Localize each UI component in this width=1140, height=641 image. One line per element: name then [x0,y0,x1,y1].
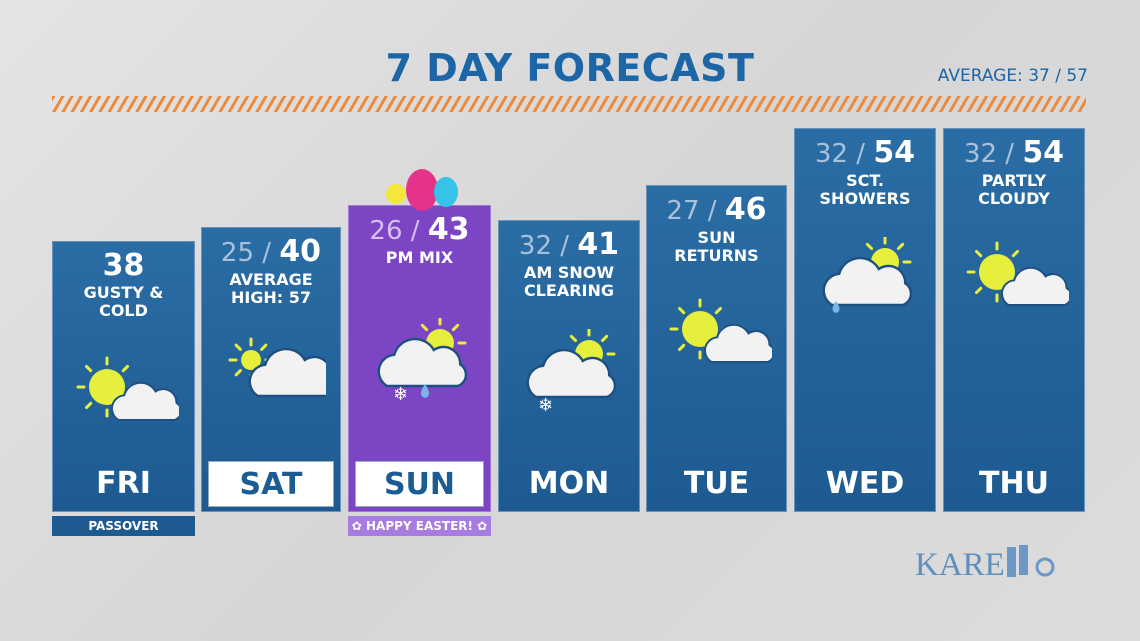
day-label: SUN [355,461,484,507]
temperatures: 27 / 46 [666,192,767,227]
temperatures: 32 / 54 [814,135,916,170]
showers-icon [822,237,913,313]
low-temp: 32 [518,231,553,261]
day-column-tue: 27 / 46 SUN RETURNS TUE [646,185,787,512]
day-column-fri: 38 GUSTY & COLD FRI [52,241,195,512]
day-column-mon: 32 / 41 AM SNOW CLEARING ❄ MON [498,220,640,512]
high-temp: 54 [1022,135,1065,170]
partly-sunny-icon [669,298,772,363]
low-temp: 27 [666,196,700,226]
high-temp: 43 [427,212,470,247]
average-temps: AVERAGE: 37 / 57 [937,66,1088,86]
forecast-description: AVERAGE HIGH: 57 [229,270,313,307]
day-label: WED [825,466,905,501]
day-column-wed: 32 / 54 SCT. SHOWERS WED [794,128,936,512]
low-temp: 26 [369,216,403,246]
low-temp: 32 [963,139,998,169]
temperatures: 32 / 54 [963,135,1065,170]
high-temp: 54 [873,135,916,170]
high-temp: 46 [724,192,767,227]
partly-sunny-icon [76,356,179,421]
holiday-tag: PASSOVER [52,516,195,536]
temperatures: 25 / 40 [220,234,322,269]
day-label: THU [979,466,1049,501]
day-label: MON [528,466,610,501]
high-temp: 41 [577,227,620,262]
day-column-sun: 26 / 43 PM MIX ❄ SUN [348,169,491,512]
rain-snow-mix-icon: ❄ [377,318,467,405]
holiday-tag: ✿ HAPPY EASTER! ✿ [348,516,491,536]
snow-clearing-icon: ❄ [526,329,617,416]
high-temp: 40 [279,234,322,269]
temperatures: 32 / 41 [518,227,620,262]
forecast-description: PM MIX [385,248,454,267]
forecast-description: SCT. SHOWERS [819,171,911,208]
kare11-logo: KARE [915,545,1075,584]
low-temp: 25 [220,238,255,268]
forecast-description: AM SNOW CLEARING [523,263,615,300]
forecast-description: PARTLY CLOUDY [978,171,1050,208]
day-label: SAT [208,461,334,507]
temperatures: 26 / 43 [369,212,470,247]
temperatures: 38 [53,250,194,282]
page-title: 7 DAY FORECAST [385,46,755,90]
svg-text:❄: ❄ [393,384,408,405]
accent-stripe [52,96,1086,112]
low-temp: 32 [814,139,849,169]
day-label: FRI [96,466,151,501]
forecast-description: SUN RETURNS [674,228,759,265]
day-label: TUE [683,466,750,501]
svg-text:❄: ❄ [538,395,553,416]
partly-sunny-icon [966,241,1069,306]
day-column-sat: 25 / 40 AVERAGE HIGH: 57 SAT [201,227,341,512]
day-column-thu: 32 / 54 PARTLY CLOUDY THU [943,128,1085,512]
high-temp: 38 [102,248,145,283]
forecast-description: GUSTY & COLD [83,283,164,320]
easter-eggs-icon [386,169,458,211]
mostly-cloudy-icon [228,337,326,398]
